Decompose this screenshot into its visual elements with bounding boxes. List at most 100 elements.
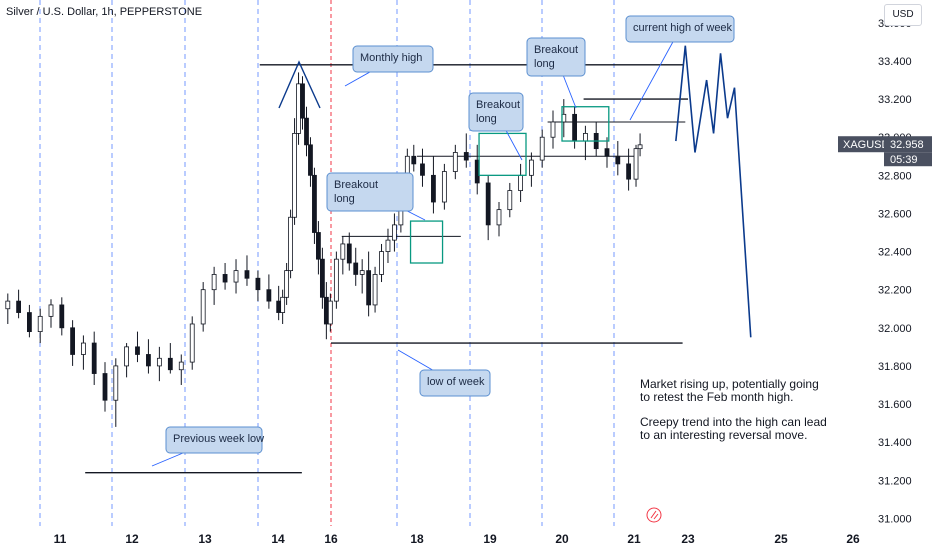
candle-body: [441, 171, 447, 203]
candle-body: [102, 373, 108, 401]
callout-box: [419, 369, 491, 397]
y-tick-label: 33.400: [878, 56, 912, 68]
candle-body: [463, 152, 469, 161]
candle-body: [385, 239, 391, 252]
candle-body: [296, 83, 301, 134]
candle-body: [353, 262, 359, 275]
y-tick-label: 32.000: [878, 323, 912, 335]
candle-body: [189, 323, 195, 363]
callout-text: long: [534, 58, 555, 70]
candle-body: [5, 300, 11, 310]
callout-text: Breakout: [334, 179, 378, 191]
callout-box: [625, 15, 735, 43]
candle-body: [572, 113, 577, 142]
y-tick-label: 32.800: [878, 170, 912, 182]
note-text: Market rising up, potentially going: [640, 377, 819, 391]
x-tick-label: 13: [198, 532, 212, 546]
y-tick-label: 31.400: [878, 437, 912, 449]
candle-body: [379, 251, 384, 275]
candle-body: [323, 296, 329, 325]
candle-body: [333, 258, 339, 302]
x-tick-label: 25: [774, 532, 788, 546]
callout-text: Monthly high: [360, 52, 422, 64]
candle-body: [167, 357, 173, 371]
candle-body: [48, 304, 54, 317]
candle-body: [233, 270, 239, 283]
note-text: to retest the Feb month high.: [640, 390, 793, 404]
candle-body: [327, 300, 333, 325]
candle-body: [633, 148, 639, 180]
y-tick-label: 31.200: [878, 475, 912, 487]
candle-body: [300, 83, 305, 119]
x-tick-label: 26: [846, 532, 860, 546]
y-tick-label: 32.200: [878, 285, 912, 297]
candle-body: [178, 361, 184, 371]
candle-body: [550, 121, 556, 138]
symbol-badge: [838, 136, 884, 153]
candle-body: [411, 155, 417, 165]
y-tick-label: 32.400: [878, 247, 912, 259]
callout-text: Breakout: [534, 44, 578, 56]
candle-body: [485, 182, 491, 226]
candle-body: [81, 342, 86, 355]
callout-text: low of week: [427, 376, 485, 388]
candle-body: [431, 174, 436, 203]
candle-body: [308, 144, 313, 176]
y-tick-label: 33.200: [878, 94, 912, 106]
x-tick-label: 14: [271, 532, 285, 546]
x-tick-label: 18: [410, 532, 424, 546]
candle-body: [529, 159, 534, 176]
y-tick-label: 31.000: [878, 513, 912, 525]
candle-body: [211, 274, 217, 291]
candle-body: [312, 174, 317, 233]
candle-body: [372, 274, 378, 306]
breakout-box: [478, 132, 527, 176]
candle-body: [284, 270, 290, 298]
y-tick-label: 31.800: [878, 361, 912, 373]
candle-body: [135, 346, 140, 355]
candle-body: [26, 312, 32, 333]
candle-body: [316, 232, 321, 260]
callout-text: long: [334, 193, 355, 205]
candle-body: [583, 133, 588, 142]
candle-body: [146, 354, 151, 367]
candle-body: [113, 365, 119, 401]
callout-box: [526, 37, 586, 77]
price-label: 32.958: [890, 139, 924, 151]
candle-body: [255, 277, 261, 291]
candle-body: [59, 304, 65, 329]
candle-body: [392, 224, 397, 241]
breakout-box: [561, 106, 610, 142]
candle-body: [91, 342, 97, 374]
candle-body: [346, 243, 352, 264]
x-tick-label: 11: [54, 532, 67, 546]
price-badge: [884, 136, 932, 153]
candle-body: [604, 148, 610, 157]
y-tick-label: 31.600: [878, 399, 912, 411]
callout-text: long: [476, 113, 497, 125]
candle-body: [200, 289, 206, 325]
currency-button[interactable]: USD: [884, 4, 922, 26]
x-tick-label: 23: [681, 532, 695, 546]
candle-body: [292, 133, 297, 218]
x-tick-label: 16: [324, 532, 338, 546]
x-tick-label: 21: [627, 532, 641, 546]
tradingview-logo-icon: [646, 507, 662, 523]
y-tick-label: 32.600: [878, 208, 912, 220]
candle-body: [452, 152, 458, 172]
candle-body: [496, 209, 502, 226]
candle-body: [615, 155, 621, 165]
candle-body: [304, 117, 309, 146]
candle-body: [539, 136, 545, 161]
callout-text: current high of week: [633, 22, 733, 34]
symbol-label: XAGUSD: [843, 139, 890, 151]
candle-body: [340, 243, 346, 260]
note-text: to an interesting reversal move.: [640, 428, 807, 442]
candle-body: [420, 163, 425, 176]
candle-body: [518, 174, 523, 191]
candle-body: [280, 296, 286, 313]
callout-text: Previous week low: [173, 433, 264, 445]
projection-path: [675, 45, 752, 338]
candle-body: [366, 270, 372, 306]
